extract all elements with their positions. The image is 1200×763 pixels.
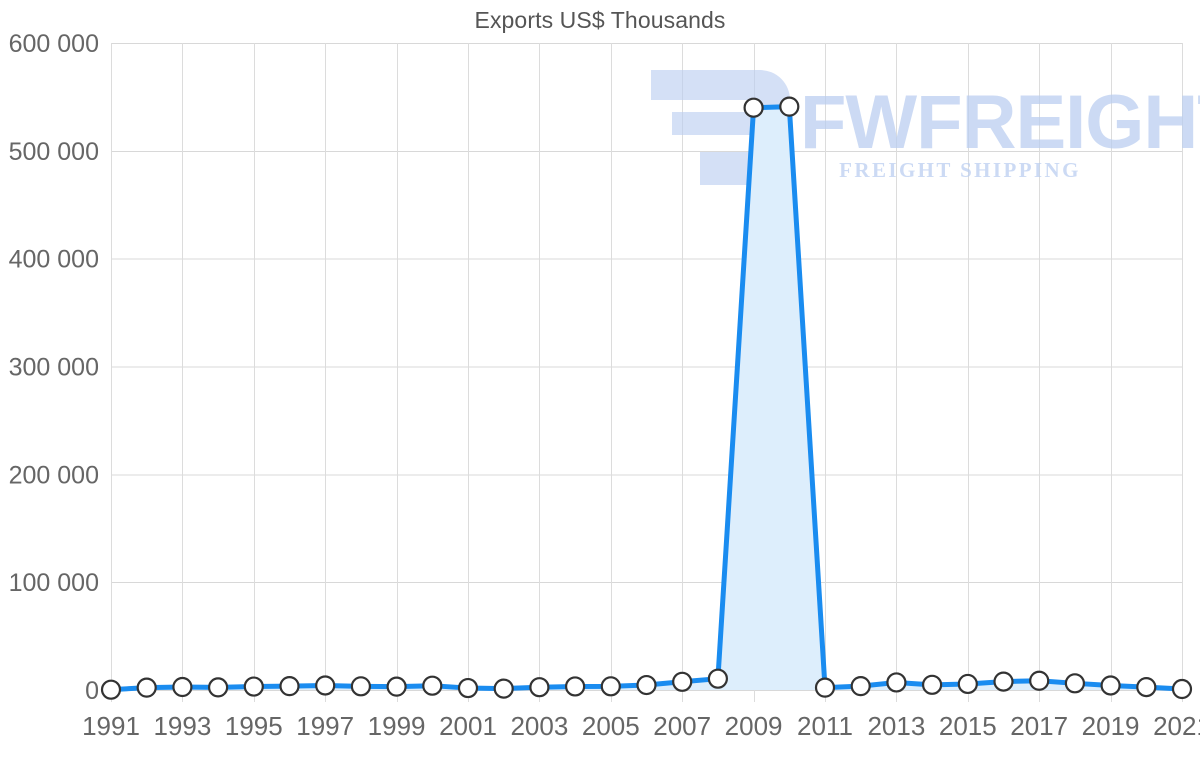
watermark: FWFREIGHT FREIGHT SHIPPING (651, 70, 1200, 185)
watermark-subtitle: FREIGHT SHIPPING (839, 158, 1081, 182)
data-point-marker (672, 671, 693, 692)
y-axis-tick-label: 400 000 (9, 246, 99, 274)
exports-area-fill (111, 106, 1182, 691)
y-axis-tick-label: 500 000 (9, 138, 99, 166)
data-point-marker (315, 675, 336, 696)
x-axis-tick-label: 2009 (725, 711, 783, 741)
data-point-marker (279, 676, 300, 697)
y-axis-tick-label: 100 000 (9, 569, 99, 597)
data-point-marker (1171, 678, 1193, 700)
data-point-marker (1064, 673, 1086, 694)
exports-line (108, 104, 1185, 693)
x-axis-tick-label: 2015 (939, 711, 997, 741)
data-point-marker (493, 678, 514, 699)
x-axis-tick-label: 1991 (82, 711, 140, 741)
watermark-text: FWFREIGHT (800, 80, 1200, 165)
x-axis-tick-label: 2017 (1010, 711, 1068, 741)
x-axis-tick-label: 2001 (439, 711, 497, 741)
data-point-marker (886, 672, 907, 693)
data-point-marker (779, 96, 800, 117)
data-point-marker (243, 676, 264, 697)
x-axis-tick-label: 2003 (510, 711, 568, 741)
x-axis-tick-label: 2019 (1082, 711, 1140, 741)
data-point-marker (422, 675, 443, 696)
data-point-marker (957, 673, 978, 695)
data-point-marker (136, 677, 157, 698)
data-point-marker (529, 677, 550, 698)
x-axis-tick-label: 2011 (797, 711, 853, 741)
data-point-marker (1100, 675, 1121, 696)
vertical-gridlines (111, 43, 1183, 702)
x-axis-tick-label: 2005 (582, 711, 640, 741)
x-axis-tick-label: 2013 (867, 711, 925, 741)
x-axis-tick-label: 2021 (1153, 711, 1200, 741)
data-point-marker (993, 671, 1014, 692)
data-point-marker (100, 679, 122, 700)
x-axis-tick-label: 2007 (653, 711, 711, 741)
x-axis-tick-label: 1999 (368, 711, 426, 741)
data-point-marker (457, 677, 479, 699)
data-point-marker (707, 668, 729, 689)
exports-data-markers (100, 96, 1193, 700)
data-point-marker (921, 674, 943, 695)
data-point-marker (208, 677, 229, 698)
data-point-marker (850, 676, 871, 697)
x-axis-tick-labels: 1991 1993 1995 1997 1999 2001 2003 2005 2007 2009… (82, 711, 1200, 741)
data-point-marker (1029, 670, 1050, 691)
data-point-marker (386, 676, 407, 697)
y-axis-tick-labels: 0 100 000 200 000 300 000 400 000 500 000 600 … (9, 30, 99, 705)
y-axis-tick-label: 200 000 (9, 461, 99, 489)
y-axis-tick-label: 0 (85, 677, 99, 705)
data-point-marker (564, 676, 586, 697)
data-point-marker (743, 97, 764, 118)
x-axis-tick-label: 1995 (225, 711, 283, 741)
y-axis-tick-label: 600 000 (9, 30, 99, 58)
data-point-marker (636, 674, 657, 696)
data-point-marker (600, 676, 621, 697)
data-point-marker (350, 676, 371, 697)
data-point-marker (172, 676, 193, 698)
x-axis-tick-label: 1993 (153, 711, 211, 741)
y-axis-tick-label: 300 000 (9, 354, 99, 382)
chart-title: Exports US$ Thousands (474, 7, 726, 33)
data-point-marker (1136, 676, 1157, 698)
data-point-marker (814, 677, 836, 698)
x-axis-tick-label: 1997 (296, 711, 354, 741)
